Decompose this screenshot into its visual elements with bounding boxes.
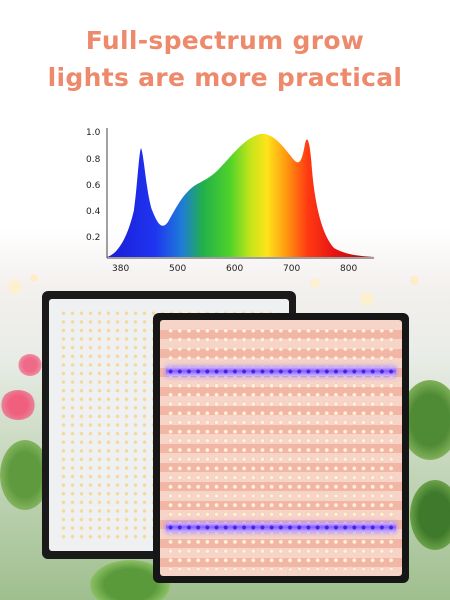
spectrum-area [107, 133, 374, 257]
y-tick-label: 0.4 [86, 207, 101, 217]
x-tick-label: 800 [340, 264, 357, 274]
leaf-cluster [0, 440, 50, 510]
x-tick-label: 380 [112, 264, 129, 274]
uv-led-strip-bottom [166, 523, 396, 532]
uv-led-strip-top [166, 367, 396, 376]
bokeh-light [30, 274, 38, 282]
y-tick-label: 0.2 [86, 233, 100, 243]
bokeh-light [8, 280, 22, 294]
full-spectrum-led-panel [153, 313, 409, 583]
rose-flower [18, 354, 42, 376]
y-tick-label: 1.0 [86, 128, 101, 138]
uv-led-dots [166, 367, 396, 376]
y-tick-label: 0.6 [86, 181, 101, 191]
x-tick-label: 700 [283, 264, 300, 274]
bokeh-light [310, 278, 320, 288]
x-tick-label: 500 [169, 264, 186, 274]
headline-line-2: lights are more practical [47, 63, 403, 92]
leaf-cluster [410, 480, 450, 550]
uv-led-dots [166, 523, 396, 532]
full-spectrum-led-array [166, 326, 396, 570]
headline-line-1: Full-spectrum grow [85, 26, 365, 55]
x-tick-labels: 380 500 600 700 800 [112, 264, 357, 274]
x-tick-label: 600 [226, 264, 243, 274]
hanging-hook [287, 567, 299, 576]
rose-flower [0, 390, 36, 420]
y-tick-label: 0.8 [86, 155, 101, 165]
spectrum-chart: 1.0 0.8 0.6 0.4 0.2 380 500 600 700 800 [86, 128, 374, 274]
y-tick-labels: 1.0 0.8 0.6 0.4 0.2 [86, 128, 101, 243]
full-spectrum-led-panel-face [160, 320, 402, 576]
bokeh-light [360, 292, 374, 306]
bokeh-light [410, 276, 419, 285]
